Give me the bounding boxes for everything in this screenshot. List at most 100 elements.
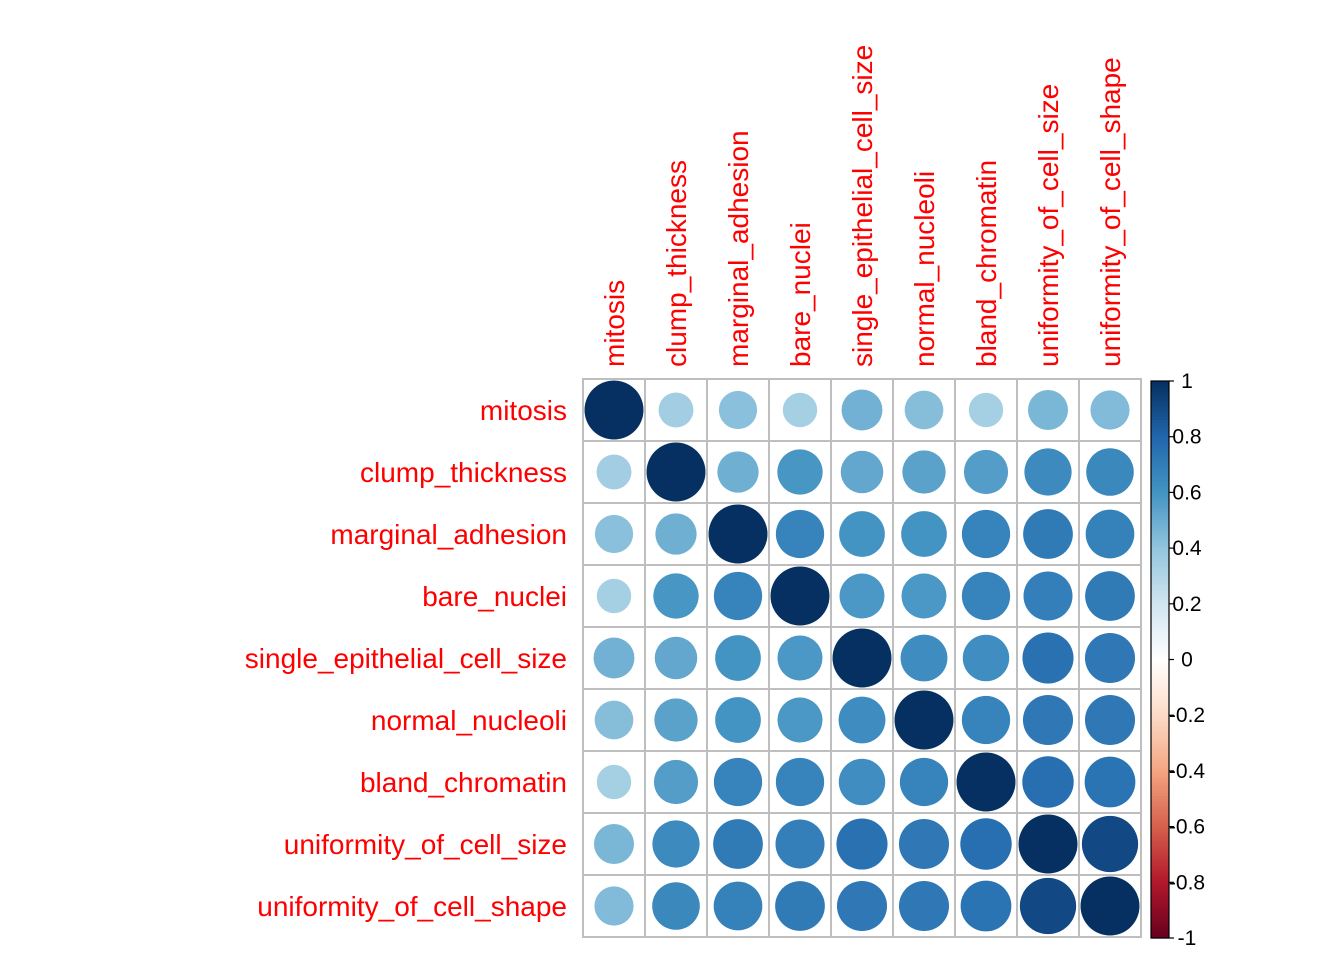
colorbar-segment bbox=[1151, 450, 1169, 455]
correlation-circle-marginal_adhesion-mitosis bbox=[594, 514, 634, 554]
colorbar-segment bbox=[1151, 411, 1169, 416]
colorbar-segment bbox=[1151, 548, 1169, 552]
colorbar-segment bbox=[1151, 896, 1169, 900]
colorbar-segment bbox=[1151, 400, 1169, 404]
colorbar-segment bbox=[1151, 729, 1169, 733]
correlation-circle-bare_nuclei-normal_nucleoli bbox=[901, 573, 947, 619]
correlation-circle-mitosis-bland_chromatin bbox=[968, 392, 1004, 428]
colorbar-segment bbox=[1151, 486, 1169, 491]
colorbar-segment bbox=[1151, 392, 1169, 396]
correlation-circle-clump_thickness-marginal_adhesion bbox=[717, 451, 759, 493]
colorbar-segment bbox=[1151, 397, 1169, 402]
colorbar-segment bbox=[1151, 821, 1169, 825]
colorbar-segment bbox=[1151, 912, 1169, 917]
colorbar-segment bbox=[1151, 431, 1169, 435]
correlation-circle-marginal_adhesion-single_epithelial_cell_size bbox=[839, 511, 885, 557]
colorbar-segment bbox=[1151, 879, 1169, 883]
colorbar-segment bbox=[1151, 904, 1169, 908]
correlation-circle-marginal_adhesion-bland_chromatin bbox=[961, 509, 1011, 559]
colorbar-segment bbox=[1151, 428, 1169, 432]
colorbar-segment bbox=[1151, 834, 1169, 839]
row-label-marginal_adhesion: marginal_adhesion bbox=[330, 519, 567, 550]
correlation-circle-single_epithelial_cell_size-uniformity_of_cell_shape bbox=[1084, 632, 1136, 684]
colorbar-segment bbox=[1151, 754, 1169, 758]
column-label-clump_thickness: clump_thickness bbox=[661, 160, 692, 367]
colorbar-segment bbox=[1151, 935, 1169, 939]
correlation-circle-uniformity_of_cell_shape-mitosis bbox=[594, 886, 634, 926]
correlation-circle-marginal_adhesion-normal_nucleoli bbox=[901, 511, 947, 557]
correlation-circle-single_epithelial_cell_size-normal_nucleoli bbox=[900, 634, 948, 682]
colorbar-segment bbox=[1151, 623, 1169, 627]
correlation-circle-normal_nucleoli-marginal_adhesion bbox=[715, 697, 761, 743]
colorbar-segment bbox=[1151, 665, 1169, 669]
colorbar-segment bbox=[1151, 690, 1169, 694]
colorbar-segment bbox=[1151, 651, 1169, 655]
correlation-circle-marginal_adhesion-uniformity_of_cell_size bbox=[1023, 509, 1073, 559]
colorbar-segment bbox=[1151, 456, 1169, 460]
column-label-marginal_adhesion: marginal_adhesion bbox=[723, 130, 754, 367]
correlation-circle-bland_chromatin-marginal_adhesion bbox=[713, 757, 763, 807]
colorbar-segment bbox=[1151, 829, 1169, 833]
colorbar-segment bbox=[1151, 795, 1169, 800]
colorbar-segment bbox=[1151, 525, 1169, 530]
row-label-uniformity_of_cell_size: uniformity_of_cell_size bbox=[284, 829, 567, 860]
colorbar-segment bbox=[1151, 539, 1169, 544]
colorbar-segment bbox=[1151, 584, 1169, 588]
correlation-circle-bland_chromatin-clump_thickness bbox=[653, 759, 699, 805]
correlation-circle-uniformity_of_cell_size-clump_thickness bbox=[652, 820, 700, 868]
colorbar-segment bbox=[1151, 575, 1169, 580]
correlation-circle-bland_chromatin-bland_chromatin bbox=[956, 752, 1016, 812]
colorbar-segment bbox=[1151, 645, 1169, 649]
colorbar-segment bbox=[1151, 598, 1169, 602]
colorbar-segment bbox=[1151, 436, 1169, 441]
correlation-circle-uniformity_of_cell_size-normal_nucleoli bbox=[898, 818, 950, 870]
colorbar-segment bbox=[1151, 484, 1169, 488]
colorbar-segment bbox=[1151, 614, 1169, 619]
colorbar-segment bbox=[1151, 553, 1169, 558]
colorbar-segment bbox=[1151, 520, 1169, 524]
correlation-circle-uniformity_of_cell_size-bare_nuclei bbox=[775, 819, 825, 869]
colorbar-segment bbox=[1151, 818, 1169, 822]
correlation-circle-clump_thickness-mitosis bbox=[596, 454, 632, 490]
colorbar-segment bbox=[1151, 901, 1169, 906]
colorbar-segment bbox=[1151, 851, 1169, 856]
correlation-circle-bland_chromatin-bare_nuclei bbox=[775, 757, 825, 807]
colorbar-segment bbox=[1151, 464, 1169, 468]
colorbar-segment bbox=[1151, 617, 1169, 622]
correlation-circle-single_epithelial_cell_size-bland_chromatin bbox=[962, 634, 1010, 682]
correlation-circles bbox=[584, 380, 1140, 936]
column-labels: mitosis clump_thickness marginal_adhesion b… bbox=[599, 45, 1126, 367]
colorbar-segment bbox=[1151, 826, 1169, 830]
colorbar-segment bbox=[1151, 812, 1169, 817]
correlation-circle-normal_nucleoli-normal_nucleoli bbox=[894, 690, 954, 750]
correlation-circle-uniformity_of_cell_shape-normal_nucleoli bbox=[898, 880, 950, 932]
colorbar-segment bbox=[1151, 648, 1169, 652]
colorbar-tick-label: 0.4 bbox=[1172, 537, 1202, 560]
correlation-circle-normal_nucleoli-bland_chromatin bbox=[961, 695, 1011, 745]
correlation-circle-uniformity_of_cell_shape-marginal_adhesion bbox=[713, 881, 763, 931]
colorbar-segment bbox=[1151, 860, 1169, 864]
colorbar-segment bbox=[1151, 606, 1169, 610]
colorbar-tick-label: -0.6 bbox=[1169, 816, 1205, 839]
colorbar-tick-label: -0.4 bbox=[1169, 760, 1206, 783]
colorbar-segment bbox=[1151, 676, 1169, 680]
row-label-clump_thickness: clump_thickness bbox=[360, 457, 567, 488]
colorbar-segment bbox=[1151, 731, 1169, 736]
colorbar-segment bbox=[1151, 929, 1169, 934]
colorbar-segment bbox=[1151, 470, 1169, 474]
colorbar-segment bbox=[1151, 823, 1169, 828]
colorbar-segment bbox=[1151, 517, 1169, 521]
colorbar-segment bbox=[1151, 506, 1169, 510]
colorbar-tick-label: 1 bbox=[1181, 370, 1193, 393]
colorbar-segment bbox=[1151, 595, 1169, 599]
colorbar-segment bbox=[1151, 550, 1169, 555]
colorbar-segment bbox=[1151, 592, 1169, 597]
colorbar-segment bbox=[1151, 670, 1169, 675]
row-label-single_epithelial_cell_size: single_epithelial_cell_size bbox=[245, 643, 567, 674]
colorbar-segment bbox=[1151, 776, 1169, 780]
correlation-circle-marginal_adhesion-bare_nuclei bbox=[775, 509, 825, 559]
colorbar-segment bbox=[1151, 422, 1169, 427]
correlation-circle-normal_nucleoli-uniformity_of_cell_size bbox=[1022, 694, 1074, 746]
row-label-bare_nuclei: bare_nuclei bbox=[422, 581, 567, 612]
colorbar-segment bbox=[1151, 762, 1169, 766]
